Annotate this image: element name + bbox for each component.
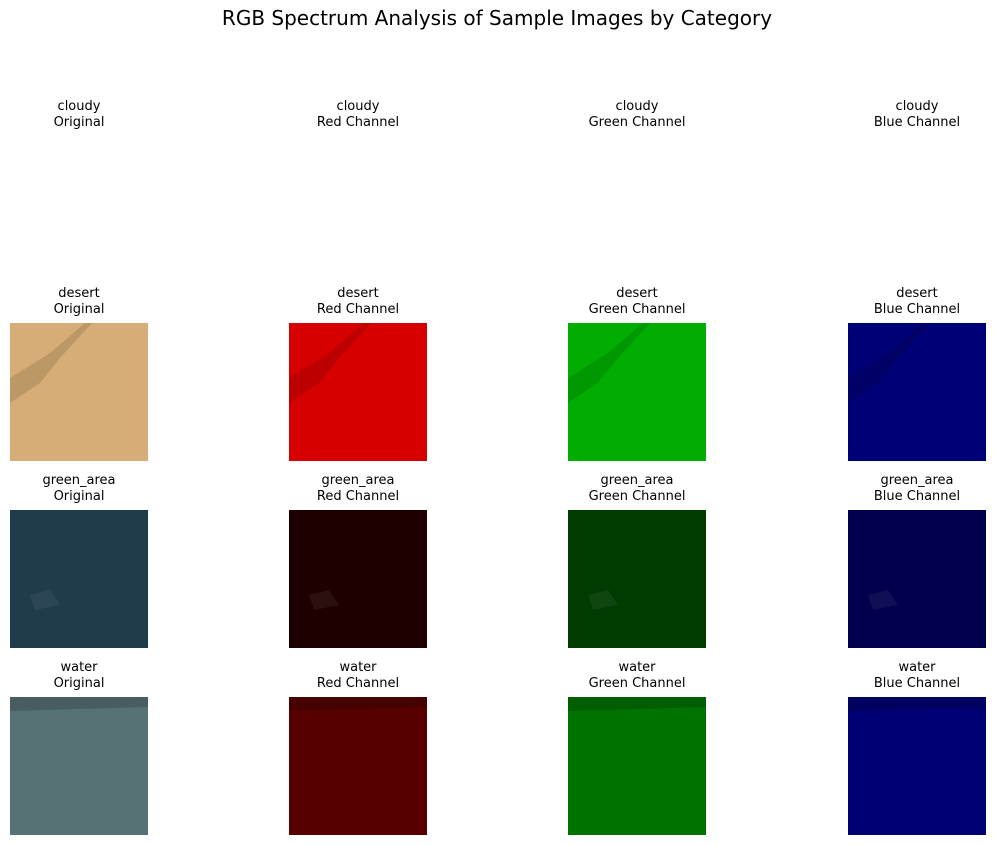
panel-title-category: desert [337,286,379,301]
channel-image-svg [10,323,148,461]
channel-image-blue [848,323,986,461]
image-texture [868,590,898,610]
panel-title-channel: Original [53,115,105,130]
panel-title-channel: Blue Channel [873,115,961,130]
channel-image-svg [289,323,427,461]
panel-title-channel: Blue Channel [873,489,961,504]
channel-image-green [568,323,706,461]
panel-title-category: green_area [42,473,116,488]
panel-title: water Blue Channel [788,660,994,692]
panel-title-channel: Blue Channel [873,676,961,691]
channel-image-svg [10,510,148,648]
panel-title-channel: Red Channel [316,302,400,317]
panel-title: desert Red Channel [229,286,487,318]
channel-image-red [289,323,427,461]
panel-title-category: green_area [321,473,395,488]
image-fill [848,697,986,835]
channel-image-svg [848,323,986,461]
panel-title: desert Green Channel [508,286,766,318]
image-fill [848,510,986,648]
panel-title-category: water [618,660,656,675]
figure-title: RGB Spectrum Analysis of Sample Images b… [221,6,773,30]
panel-title: green_area Original [0,473,208,505]
channel-image-blue [848,510,986,648]
image-fill [568,323,706,461]
panel-title-category: green_area [600,473,674,488]
channel-image-svg [289,697,427,835]
panel-title-channel: Red Channel [316,489,400,504]
image-texture [10,323,92,403]
image-fill [289,510,427,648]
channel-image-original [10,697,148,835]
panel-title-channel: Original [53,489,105,504]
panel-title: water Original [0,660,208,692]
channel-image-svg [289,510,427,648]
channel-image-svg [848,510,986,648]
panel-title-channel: Red Channel [316,676,400,691]
image-fill [289,323,427,461]
panel-title-category: desert [616,286,658,301]
image-fill [848,323,986,461]
panel-title-channel: Green Channel [588,115,686,130]
channel-image-original [10,323,148,461]
panel-title-category: cloudy [57,99,101,114]
panel-title: green_area Green Channel [508,473,766,505]
image-texture [10,697,148,711]
channel-image-green [568,697,706,835]
image-fill [10,510,148,648]
image-fill [10,323,148,461]
image-texture [588,590,618,610]
channel-image-svg [568,510,706,648]
channel-image-svg [10,697,148,835]
panel-title: water Green Channel [508,660,766,692]
panel-title-category: desert [896,286,938,301]
channel-image-svg [568,697,706,835]
panel-title-category: cloudy [615,99,659,114]
channel-image-blue [848,697,986,835]
panel-title-channel: Green Channel [588,489,686,504]
panel-title: desert Blue Channel [788,286,994,318]
panel-title: cloudy Green Channel [508,99,766,131]
channel-image-red [289,697,427,835]
image-texture [309,590,339,610]
panel-title: green_area Blue Channel [788,473,994,505]
channel-image-green [568,510,706,648]
image-fill [568,510,706,648]
channel-image-svg [568,323,706,461]
panel-title: cloudy Blue Channel [788,99,994,131]
channel-image-red [289,510,427,648]
image-texture [568,697,706,711]
image-fill [568,697,706,835]
panel-title: desert Original [0,286,208,318]
image-texture [848,697,986,711]
image-texture [289,697,427,711]
panel-title: water Red Channel [229,660,487,692]
image-texture [848,323,930,403]
panel-title: cloudy Original [0,99,208,131]
panel-title-channel: Green Channel [588,302,686,317]
panel-title-category: desert [58,286,100,301]
panel-title-category: water [339,660,377,675]
panel-title: cloudy Red Channel [229,99,487,131]
channel-image-svg [848,697,986,835]
panel-title-category: cloudy [336,99,380,114]
panel-title-channel: Red Channel [316,115,400,130]
image-texture [289,323,371,403]
image-texture [30,590,60,610]
panel-title-channel: Original [53,302,105,317]
image-texture [568,323,650,403]
panel-title-category: water [60,660,98,675]
panel-title: green_area Red Channel [229,473,487,505]
panel-title-category: green_area [880,473,954,488]
panel-title-category: water [898,660,936,675]
panel-title-category: cloudy [895,99,939,114]
image-fill [289,697,427,835]
channel-image-original [10,510,148,648]
image-fill [10,697,148,835]
panel-title-channel: Original [53,676,105,691]
panel-title-channel: Green Channel [588,676,686,691]
panel-title-channel: Blue Channel [873,302,961,317]
